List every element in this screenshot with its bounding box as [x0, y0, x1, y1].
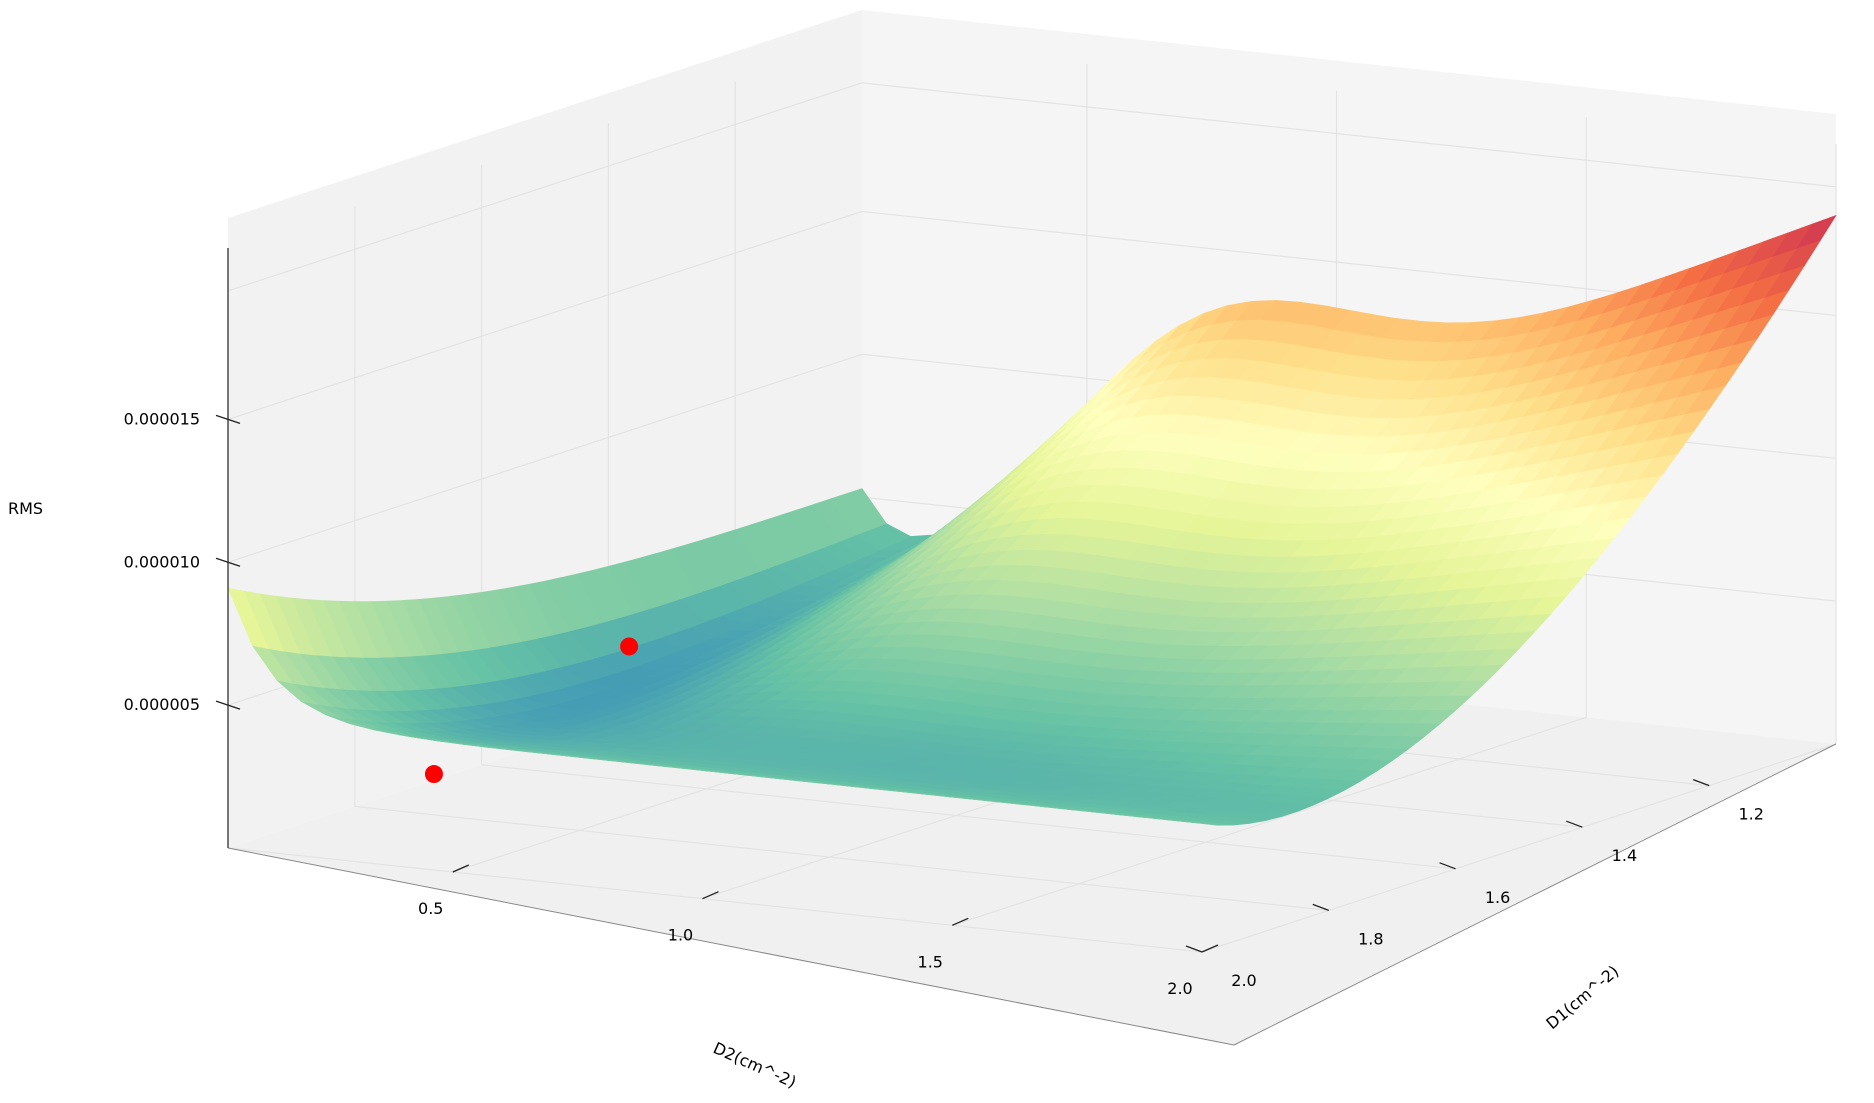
d1-tick-label: 1.2	[1738, 805, 1763, 824]
d2-tick	[1201, 944, 1219, 953]
grid-d1-floor	[481, 764, 1456, 870]
d2-tick-label: 1.0	[668, 926, 693, 945]
surface-patch	[227, 587, 269, 650]
d1-tick	[1439, 862, 1456, 870]
d1-tick-label: 1.6	[1485, 888, 1510, 907]
d1-tick	[1566, 820, 1583, 828]
z-axis-label: RMS	[8, 499, 43, 518]
grid-z	[227, 353, 863, 563]
grid-z	[861, 82, 1837, 188]
minima-markers	[424, 637, 639, 784]
d1-tick-label: 1.8	[1358, 929, 1383, 948]
axis-ticks: 0.000005 0.000010 0.000015 0.5 1.0 1.5 2.0 1.2 1…	[124, 409, 1764, 998]
edge-d1	[1233, 743, 1837, 1046]
edge-d2	[227, 847, 1235, 1046]
minimum-point	[424, 765, 443, 784]
d1-tick-label: 1.4	[1612, 846, 1637, 865]
d2-tick-label: 1.5	[918, 952, 943, 971]
d2-tick	[951, 917, 969, 926]
d1-tick	[1185, 945, 1203, 953]
grid-d1-floor	[227, 847, 1203, 953]
z-tick-label: 0.000015	[124, 409, 200, 428]
grid-d2-floor	[1201, 743, 1837, 953]
minimum-point	[620, 637, 639, 656]
grid-d2-floor	[952, 716, 1587, 926]
z-tick-label: 0.000005	[124, 695, 200, 714]
grid-z	[227, 210, 863, 420]
z-tick	[215, 414, 241, 425]
d2-tick-label: 0.5	[418, 899, 443, 918]
x-axis-label: D2(cm^-2)	[710, 1038, 799, 1091]
z-tick-label: 0.000010	[124, 552, 200, 571]
grid-d1-floor	[354, 805, 1329, 911]
d1-tick	[1692, 778, 1710, 787]
y-axis-label: D1(cm^-2)	[1542, 961, 1622, 1033]
d2-tick	[452, 864, 470, 873]
surface-mesh	[227, 214, 1837, 826]
d1-tick-label: 2.0	[1231, 971, 1256, 990]
z-tick	[215, 700, 241, 710]
grid-z	[227, 82, 863, 292]
d2-tick-label: 2.0	[1167, 979, 1192, 998]
d1-tick	[1312, 903, 1330, 912]
axis-edges	[227, 248, 1837, 1046]
d2-tick	[702, 891, 719, 900]
z-tick	[215, 557, 241, 567]
